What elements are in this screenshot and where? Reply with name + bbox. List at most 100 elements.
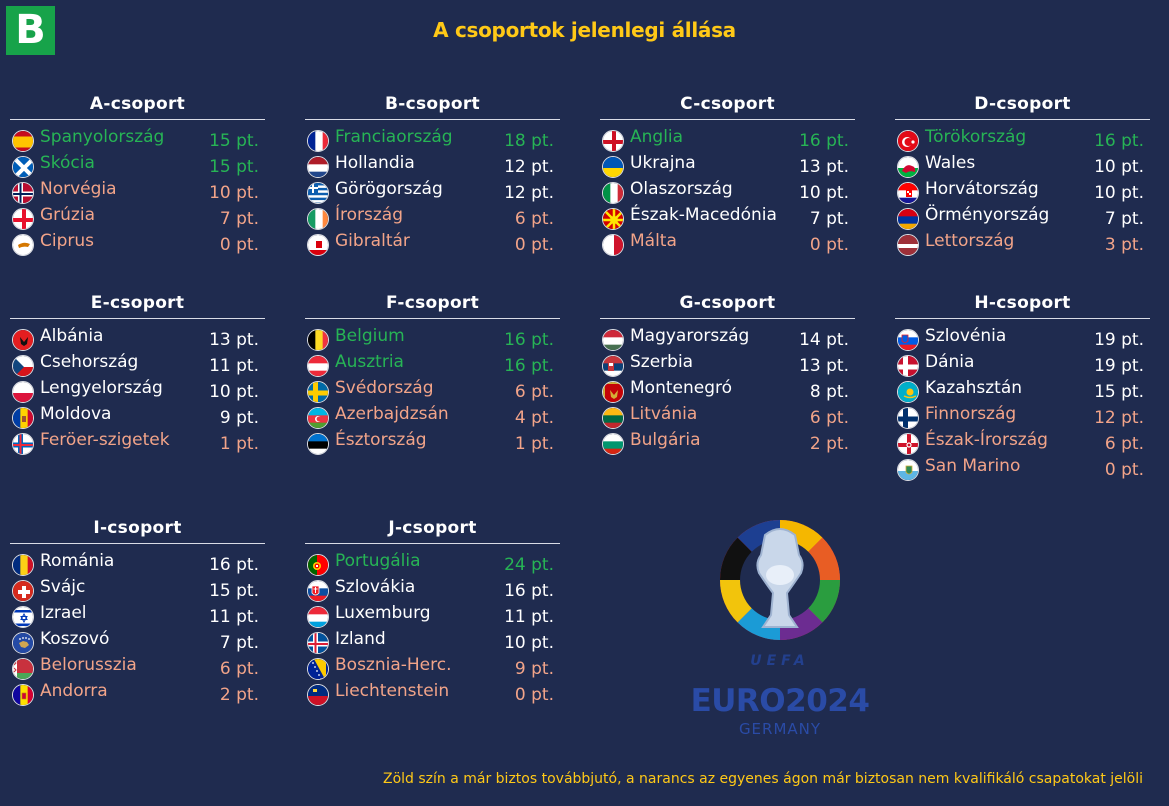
team-points: 6 pt. (514, 382, 554, 402)
team-row: Belorusszia 6 pt. (10, 654, 265, 680)
team-row: Skócia 15 pt. (10, 152, 265, 178)
team-row: Svédország 6 pt. (305, 377, 560, 403)
england-flag-icon (602, 130, 624, 152)
malta-flag-icon (602, 234, 624, 256)
team-row: Ukrajna 13 pt. (600, 152, 855, 178)
nireland-flag-icon (897, 433, 919, 455)
team-points: 3 pt. (1104, 235, 1144, 255)
czechia-flag-icon (12, 355, 34, 377)
team-row: Szlovénia 19 pt. (895, 325, 1150, 351)
group-title: I-csoport (10, 518, 265, 544)
page-title: A csoportok jelenlegi állása (433, 18, 736, 42)
team-name: Moldova (40, 404, 112, 424)
team-name: Románia (40, 551, 115, 571)
team-row: Magyarország 14 pt. (600, 325, 855, 351)
team-points: 2 pt. (219, 685, 259, 705)
team-name: Anglia (630, 127, 684, 147)
team-name: Lettország (925, 231, 1015, 251)
team-points: 4 pt. (514, 408, 554, 428)
team-points: 19 pt. (1094, 356, 1144, 376)
team-name: Luxemburg (335, 603, 431, 623)
team-row: Montenegró 8 pt. (600, 377, 855, 403)
italy-flag-icon (602, 182, 624, 204)
group-title: H-csoport (895, 293, 1150, 319)
team-row: Bosznia-Herc. 9 pt. (305, 654, 560, 680)
team-points: 15 pt. (209, 131, 259, 151)
group-title: F-csoport (305, 293, 560, 319)
turkey-flag-icon (897, 130, 919, 152)
cyprus-flag-icon (12, 234, 34, 256)
group-title: E-csoport (10, 293, 265, 319)
estonia-flag-icon (307, 433, 329, 455)
team-row: Luxemburg 11 pt. (305, 602, 560, 628)
team-row: Koszovó 7 pt. (10, 628, 265, 654)
team-row: Görögország 12 pt. (305, 178, 560, 204)
team-points: 15 pt. (209, 157, 259, 177)
team-row: Izrael 11 pt. (10, 602, 265, 628)
team-points: 6 pt. (219, 659, 259, 679)
team-row: Lengyelország 10 pt. (10, 377, 265, 403)
team-row: Svájc 15 pt. (10, 576, 265, 602)
team-name: Szerbia (630, 352, 694, 372)
ireland-flag-icon (307, 208, 329, 230)
team-points: 10 pt. (1094, 157, 1144, 177)
team-name: Szlovénia (925, 326, 1007, 346)
team-row: Hollandia 12 pt. (305, 152, 560, 178)
team-name: Izrael (40, 603, 87, 623)
austria-flag-icon (307, 355, 329, 377)
portugal-flag-icon (307, 554, 329, 576)
team-points: 18 pt. (504, 131, 554, 151)
group-a: A-csoport Spanyolország 15 pt. Skócia 15 pt.… (10, 94, 265, 256)
montenegro-flag-icon (602, 381, 624, 403)
team-name: Azerbajdzsán (335, 404, 449, 424)
team-row: Azerbajdzsán 4 pt. (305, 403, 560, 429)
team-points: 0 pt. (1104, 460, 1144, 480)
team-name: Ausztria (335, 352, 404, 372)
team-name: Dánia (925, 352, 975, 372)
group-h: H-csoport Szlovénia 19 pt. Dánia 19 pt. Kazah… (895, 293, 1150, 481)
team-row: Anglia 16 pt. (600, 126, 855, 152)
team-row: Észtország 1 pt. (305, 429, 560, 455)
team-row: Izland 10 pt. (305, 628, 560, 654)
netherlands-flag-icon (307, 156, 329, 178)
scotland-flag-icon (12, 156, 34, 178)
team-row: Örményország 7 pt. (895, 204, 1150, 230)
team-row: Kazahsztán 15 pt. (895, 377, 1150, 403)
team-row: Franciaország 18 pt. (305, 126, 560, 152)
team-name: Bosznia-Herc. (335, 655, 452, 675)
team-name: Észak-Macedónia (630, 205, 777, 225)
team-row: Wales 10 pt. (895, 152, 1150, 178)
team-points: 0 pt. (219, 235, 259, 255)
slovenia-flag-icon (897, 329, 919, 351)
ukraine-flag-icon (602, 156, 624, 178)
team-row: Moldova 9 pt. (10, 403, 265, 429)
team-name: Andorra (40, 681, 108, 701)
group-title: J-csoport (305, 518, 560, 544)
team-points: 15 pt. (209, 581, 259, 601)
team-row: Litvánia 6 pt. (600, 403, 855, 429)
group-title: A-csoport (10, 94, 265, 120)
team-name: Liechtenstein (335, 681, 450, 701)
andorra-flag-icon (12, 684, 34, 706)
team-row: Málta 0 pt. (600, 230, 855, 256)
belarus-flag-icon (12, 658, 34, 680)
team-name: Belgium (335, 326, 405, 346)
sweden-flag-icon (307, 381, 329, 403)
team-name: Izland (335, 629, 386, 649)
team-points: 11 pt. (209, 607, 259, 627)
team-row: Észak-Írország 6 pt. (895, 429, 1150, 455)
team-name: Albánia (40, 326, 104, 346)
team-row: Románia 16 pt. (10, 550, 265, 576)
team-name: Észtország (335, 430, 427, 450)
group-e: E-csoport Albánia 13 pt. Csehország 11 pt. Le… (10, 293, 265, 455)
team-points: 11 pt. (209, 356, 259, 376)
team-row: Grúzia 7 pt. (10, 204, 265, 230)
team-row: Albánia 13 pt. (10, 325, 265, 351)
team-row: Írország 6 pt. (305, 204, 560, 230)
team-name: Litvánia (630, 404, 698, 424)
team-points: 10 pt. (1094, 183, 1144, 203)
team-row: Olaszország 10 pt. (600, 178, 855, 204)
team-points: 19 pt. (1094, 330, 1144, 350)
bulgaria-flag-icon (602, 433, 624, 455)
group-b: B-csoport Franciaország 18 pt. Hollandia 12 … (305, 94, 560, 256)
